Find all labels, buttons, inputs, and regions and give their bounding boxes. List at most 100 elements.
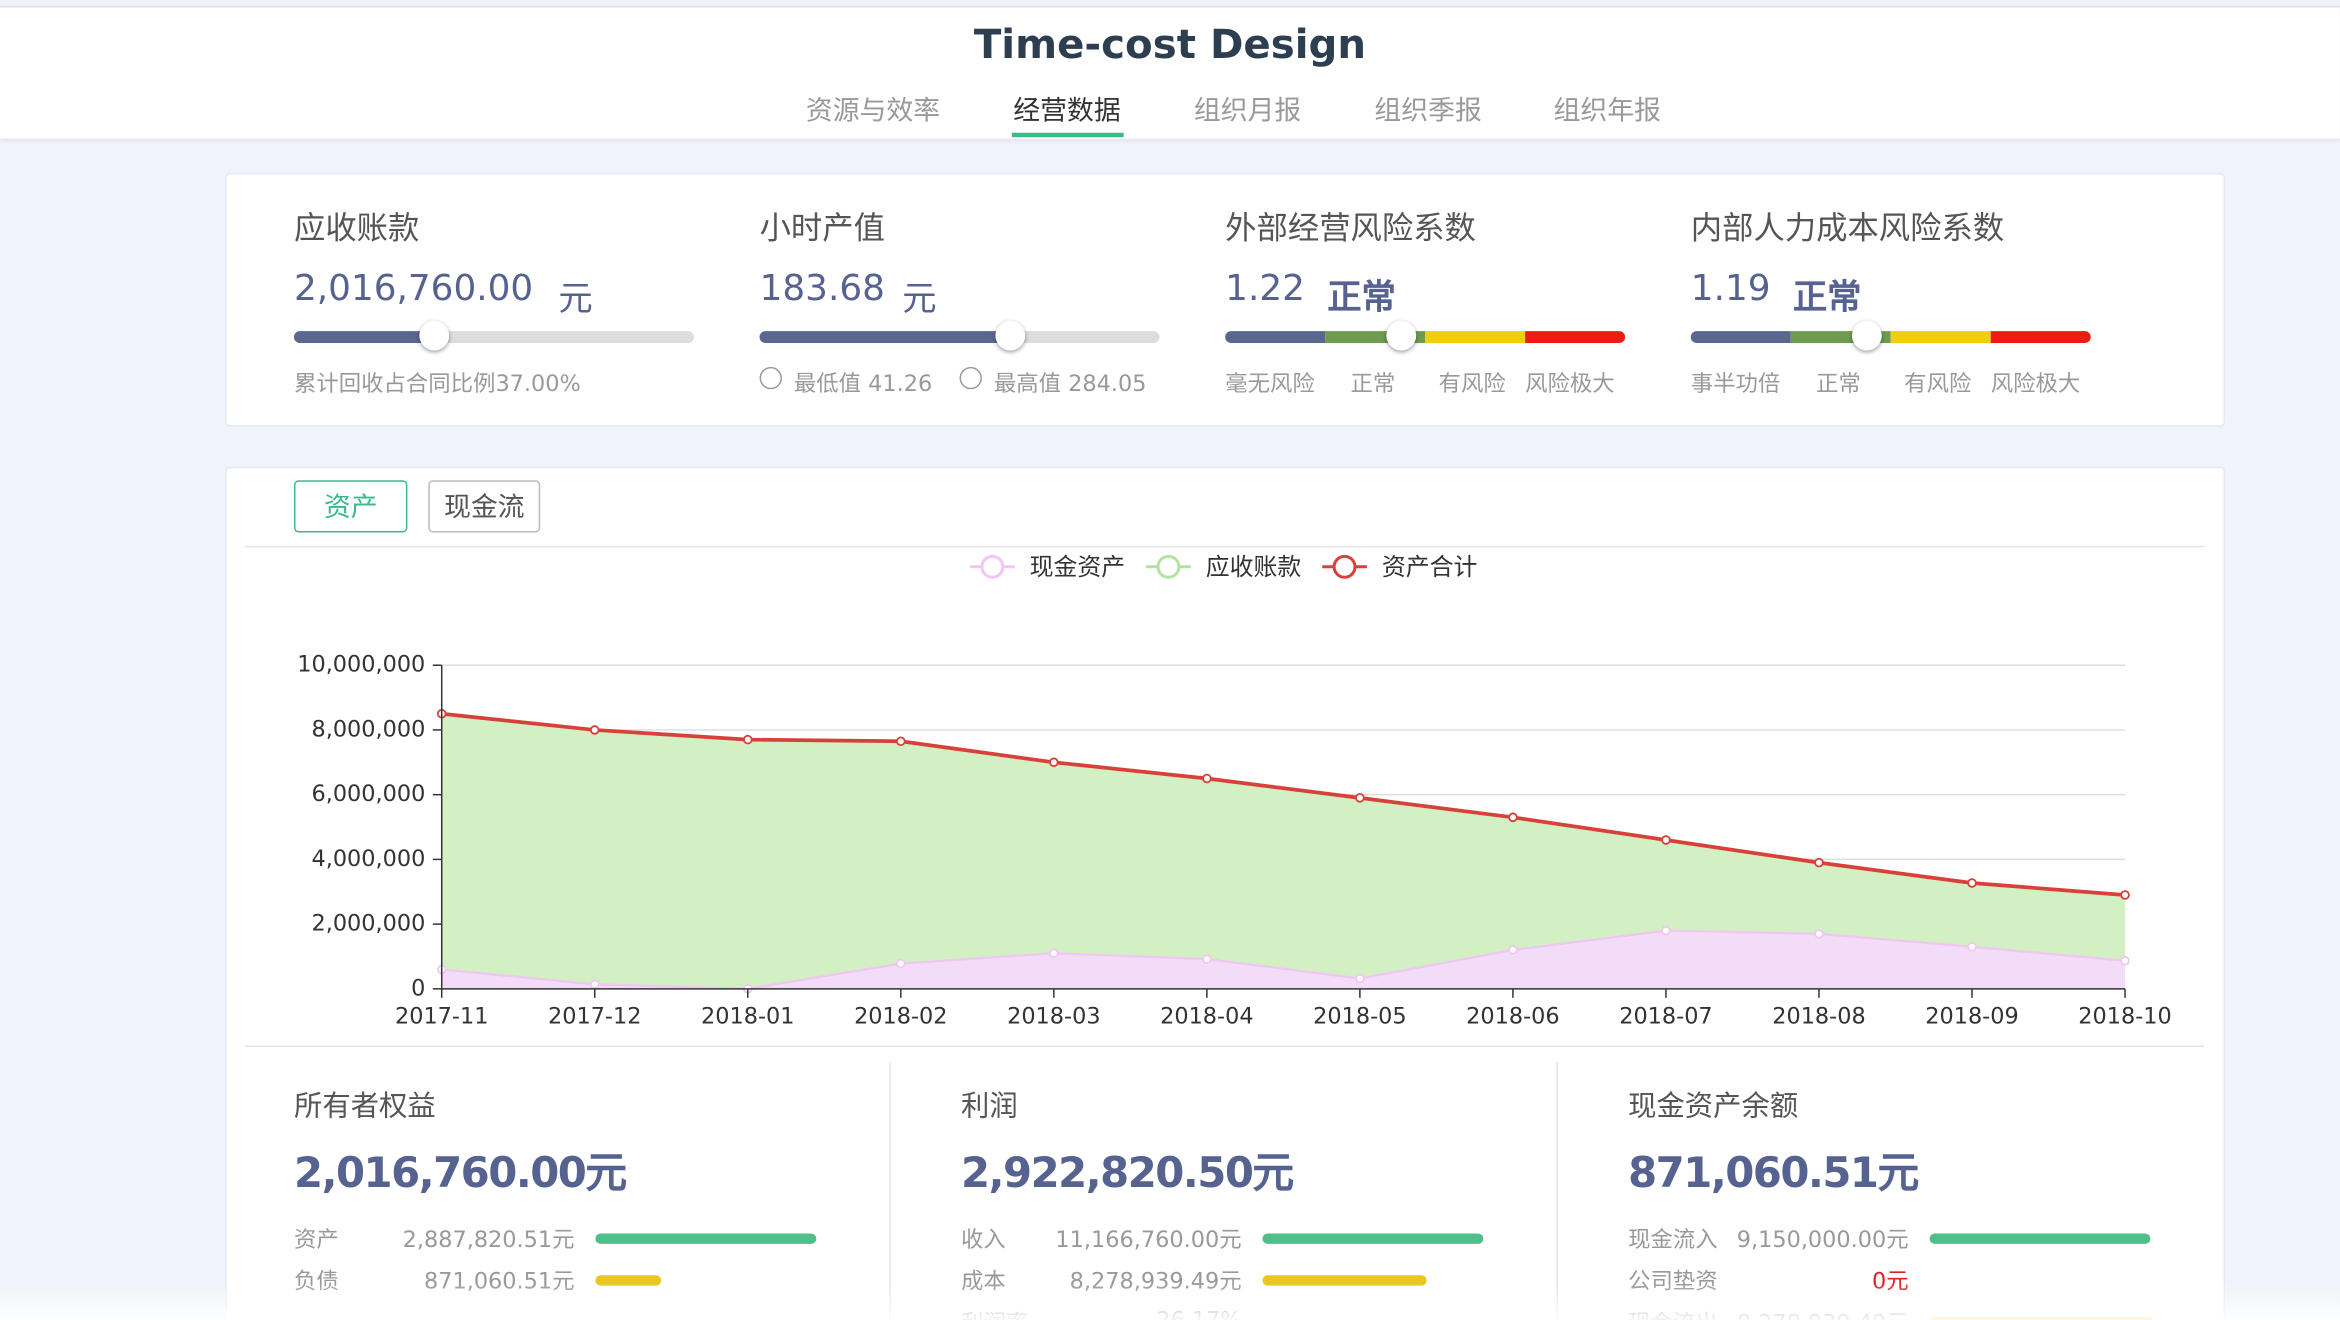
- progress-bar: [595, 1233, 817, 1244]
- x-tick-label: 2018-03: [1007, 1004, 1100, 1030]
- x-tick-label: 2018-07: [1619, 1004, 1712, 1030]
- summary-title: 所有者权益: [293, 1090, 436, 1124]
- legend-label: 资产合计: [1382, 553, 1477, 581]
- kpi-value: 183.68: [759, 266, 885, 309]
- risk-level: 有风险: [1438, 369, 1506, 397]
- y-tick-label: 6,000,000: [311, 781, 425, 807]
- point: [1967, 878, 1977, 888]
- y-tick-label: 0: [411, 975, 425, 1001]
- row-value: 2,887,820.51元: [402, 1226, 575, 1253]
- row-label: 现金流入: [1628, 1226, 1718, 1253]
- x-tick-label: 2018-08: [1772, 1004, 1865, 1030]
- legend-icon: [1332, 554, 1357, 579]
- x-tick-label: 2017-11: [395, 1004, 488, 1030]
- divider: [1556, 1061, 1558, 1320]
- point: [1355, 793, 1365, 803]
- risk-level: 有风险: [1904, 369, 1972, 397]
- nav-tab[interactable]: 组织月报: [1193, 95, 1302, 127]
- point: [1814, 857, 1824, 868]
- info-icon: [759, 366, 782, 390]
- summary-title: 现金资产余额: [1628, 1090, 1799, 1124]
- divider: [244, 545, 2205, 548]
- divider: [244, 1045, 2205, 1048]
- point: [1508, 812, 1518, 823]
- point: [1202, 954, 1212, 964]
- progress-bar: [1929, 1233, 2151, 1244]
- x-tick-label: 2018-02: [854, 1004, 947, 1030]
- kpi-label: 内部人力成本风险系数: [1690, 210, 2005, 247]
- kpi-label: 外部经营风险系数: [1225, 210, 1476, 247]
- point: [1814, 929, 1824, 939]
- x-tick-label: 2018-01: [701, 1004, 794, 1030]
- risk-level: 正常: [1816, 369, 1861, 397]
- slider-thumb[interactable]: [1851, 320, 1882, 351]
- legend-label: 现金资产: [1030, 553, 1125, 581]
- point: [1508, 945, 1518, 955]
- kpi-label: 应收账款: [293, 210, 420, 247]
- point: [1202, 773, 1212, 784]
- point: [1049, 948, 1059, 959]
- risk-level: 风险极大: [1525, 369, 1615, 397]
- summary-value: 871,060.51元: [1628, 1148, 1919, 1198]
- legend-icon: [980, 554, 1005, 579]
- point: [743, 734, 753, 745]
- x-tick-label: 2018-10: [2078, 1004, 2171, 1030]
- kpi-value: 1.22: [1225, 266, 1305, 309]
- chart-tab[interactable]: 现金流: [428, 480, 541, 533]
- point: [589, 725, 600, 735]
- point: [1661, 925, 1671, 936]
- legend-icon: [1156, 554, 1181, 579]
- y-tick-label: 4,000,000: [311, 846, 425, 872]
- nav-tab[interactable]: 组织季报: [1374, 95, 1482, 127]
- kpi-status: 正常: [1792, 278, 1862, 318]
- nav-tab[interactable]: 资源与效率: [805, 95, 941, 127]
- slider-thumb[interactable]: [1386, 320, 1417, 351]
- nav-tab[interactable]: 经营数据: [1013, 95, 1121, 127]
- point: [2120, 890, 2130, 900]
- row-value: 9,150,000.00元: [1736, 1226, 1909, 1253]
- area: [441, 713, 2126, 989]
- progress-bar: [1262, 1233, 1484, 1244]
- y-tick-label: 8,000,000: [311, 716, 425, 742]
- x-tick-label: 2018-09: [1925, 1004, 2018, 1030]
- row-label: 收入: [961, 1226, 1006, 1253]
- slider-thumb[interactable]: [995, 320, 1026, 351]
- point: [896, 736, 906, 747]
- point: [1355, 973, 1365, 984]
- risk-segment: [1325, 331, 1426, 344]
- risk-level: 风险极大: [1990, 369, 2081, 397]
- x-tick-label: 2018-06: [1466, 1004, 1559, 1030]
- area: [441, 930, 2126, 989]
- slider-thumb[interactable]: [419, 320, 450, 351]
- risk-segment: [1790, 331, 1891, 344]
- y-tick-label: 2,000,000: [311, 911, 425, 937]
- tab-underline: [1011, 132, 1124, 138]
- divider: [889, 1061, 891, 1320]
- kpi-unit: 元: [902, 280, 937, 320]
- series-line: [441, 929, 2126, 990]
- x-tick-label: 2018-04: [1160, 1004, 1253, 1030]
- risk-segment: [1225, 331, 1326, 344]
- x-tick-label: 2017-12: [548, 1004, 641, 1030]
- kpi-note: 累计回收占合同比例37.00%: [293, 369, 581, 397]
- row-value: 11,166,760.00元: [1055, 1226, 1242, 1253]
- chart-tab[interactable]: 资产: [293, 480, 408, 533]
- nav-tab[interactable]: 组织年报: [1553, 95, 1661, 127]
- info-icon: [959, 366, 982, 390]
- summary-value: 2,016,760.00元: [293, 1148, 627, 1198]
- risk-level: 毫无风险: [1225, 369, 1315, 397]
- kpi-status: 正常: [1327, 278, 1396, 318]
- point: [589, 979, 600, 990]
- risk-segment: [1690, 331, 1791, 344]
- risk-segment: [1525, 331, 1626, 344]
- point: [896, 958, 906, 969]
- header: [0, 5, 2340, 139]
- kpi-value: 1.19: [1690, 266, 1771, 309]
- progress-bar: [595, 1275, 662, 1286]
- risk-segment: [1425, 331, 1526, 344]
- kpi-min: 最低值 41.26: [793, 369, 933, 397]
- series-line: [441, 711, 2126, 897]
